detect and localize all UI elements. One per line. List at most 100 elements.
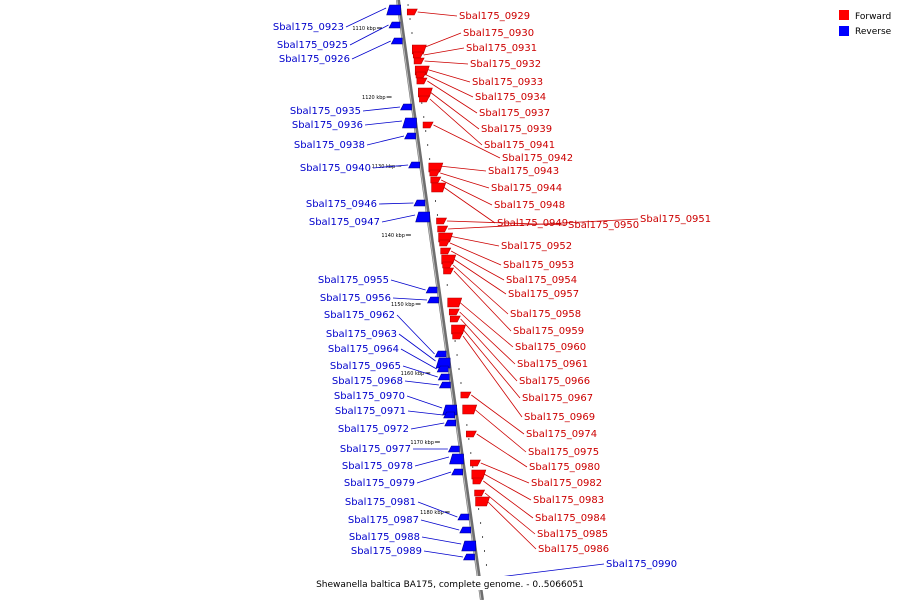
scale-dot (409, 18, 411, 20)
legend-forward-swatch (839, 10, 849, 20)
forward-gene-label: Sbal175_0983 (533, 495, 604, 506)
reverse-gene-leader (362, 106, 401, 112)
forward-gene-leader (433, 124, 501, 159)
forward-gene-shape (470, 459, 481, 467)
scale-dot (458, 368, 460, 370)
forward-gene-shape (462, 404, 478, 415)
forward-gene-leader (448, 235, 500, 247)
reverse-gene-leader (407, 410, 444, 416)
kbp-tick-label: 1120 kbp (362, 95, 386, 101)
forward-gene-label: Sbal175_0982 (531, 478, 602, 489)
reverse-gene-label: Sbal175_0938 (294, 140, 365, 151)
scale-dot (485, 564, 487, 566)
forward-gene-label: Sbal175_0934 (475, 92, 546, 103)
forward-gene-shape (415, 71, 427, 79)
scale-dot (429, 158, 431, 160)
forward-gene-shape (460, 391, 472, 399)
forward-gene-shape (431, 182, 447, 193)
reverse-gene-label: Sbal175_0964 (328, 344, 399, 355)
scale-dot (421, 102, 423, 104)
reverse-gene-shape (447, 445, 460, 453)
reverse-gene-shape (402, 117, 417, 129)
reverse-gene-label: Sbal175_0947 (309, 217, 380, 228)
forward-gene-shape (439, 239, 451, 247)
reverse-gene-label: Sbal175_0989 (351, 546, 422, 557)
forward-gene-label: Sbal175_0942 (502, 153, 573, 164)
scale-dot (411, 32, 413, 34)
forward-gene-shape (442, 261, 454, 269)
scale-dot (435, 200, 436, 202)
forward-gene-leader (457, 300, 514, 348)
kbp-tick-label: 1150 kbp (391, 302, 415, 308)
reverse-gene-leader (423, 550, 464, 558)
reverse-gene-leader (378, 202, 414, 205)
scale-dot (466, 424, 468, 426)
reverse-gene-leader (381, 214, 416, 223)
genome-backbone (396, 0, 484, 600)
caption-backdrop (312, 576, 588, 590)
forward-gene-leader (483, 480, 534, 519)
reverse-gene-shape (437, 373, 450, 381)
kbp-tick-label: 1110 kbp (352, 26, 376, 32)
reverse-gene-label: Sbal175_0977 (340, 444, 411, 455)
forward-gene-shape (471, 469, 487, 480)
genome-backbone-highlight (396, 0, 482, 600)
forward-gene-leader (462, 335, 523, 418)
forward-gene-leader (449, 242, 502, 266)
forward-gene-label: Sbal175_0961 (517, 359, 588, 370)
scale-dot (468, 438, 470, 440)
reverse-gene-leader (406, 395, 443, 409)
reverse-gene-shape (443, 411, 455, 419)
reverse-gene-leader (421, 536, 462, 545)
scale-dot (472, 466, 474, 468)
reverse-gene-shape (427, 296, 439, 304)
forward-gene-leader (452, 264, 509, 315)
reverse-gene-leader (396, 314, 435, 355)
reverse-gene-label: Sbal175_0965 (330, 361, 401, 372)
reverse-gene-shape (434, 350, 447, 358)
forward-gene-shape (413, 57, 425, 65)
forward-gene-leader (472, 407, 527, 453)
forward-gene-shape (419, 95, 430, 103)
forward-gene-leader (471, 394, 525, 435)
reverse-gene-shape (461, 540, 477, 552)
reverse-gene-leader (414, 456, 450, 467)
forward-gene-shape (412, 51, 424, 59)
forward-gene-leader (423, 47, 465, 56)
reverse-gene-label: Sbal175_0970 (334, 391, 405, 402)
forward-gene-leader (453, 270, 512, 332)
reverse-gene-label: Sbal175_0972 (338, 424, 409, 435)
reverse-gene-leader (404, 380, 439, 386)
forward-gene-label: Sbal175_0941 (484, 140, 555, 151)
kbp-tick-label: 1180 kbp (420, 510, 444, 516)
reverse-gene-leader (351, 40, 391, 60)
forward-gene-label: Sbal175_0931 (466, 43, 537, 54)
reverse-gene-shape (463, 553, 475, 561)
forward-gene-label: Sbal175_0984 (535, 513, 606, 524)
reverse-gene-label: Sbal175_0956 (320, 293, 391, 304)
forward-gene-leader (482, 472, 532, 501)
reverse-gene-shape (386, 4, 401, 16)
forward-gene-label: Sbal175_0957 (508, 289, 579, 300)
reverse-gene-leader (398, 333, 436, 362)
forward-gene-shape (466, 430, 477, 438)
forward-gene-shape (430, 176, 442, 184)
forward-gene-label: Sbal175_0944 (491, 183, 562, 194)
forward-gene-label: Sbal175_0937 (479, 108, 550, 119)
reverse-gene-label: Sbal175_0968 (332, 376, 403, 387)
forward-gene-leader (476, 433, 528, 468)
reverse-gene-leader (402, 365, 438, 378)
reverse-gene-label: Sbal175_0925 (277, 40, 348, 51)
reverse-gene-leader (392, 297, 428, 301)
scale-dot (425, 130, 427, 132)
forward-gene-shape (443, 267, 455, 275)
forward-gene-leader (427, 80, 478, 114)
scale-dot (423, 116, 425, 118)
forward-gene-label: Sbal175_0985 (537, 529, 608, 540)
reverse-gene-shape (415, 211, 430, 223)
reverse-gene-leader (364, 120, 402, 126)
forward-gene-label: Sbal175_0929 (459, 11, 530, 22)
reverse-gene-leader (366, 135, 405, 146)
scale-dot (484, 550, 485, 552)
